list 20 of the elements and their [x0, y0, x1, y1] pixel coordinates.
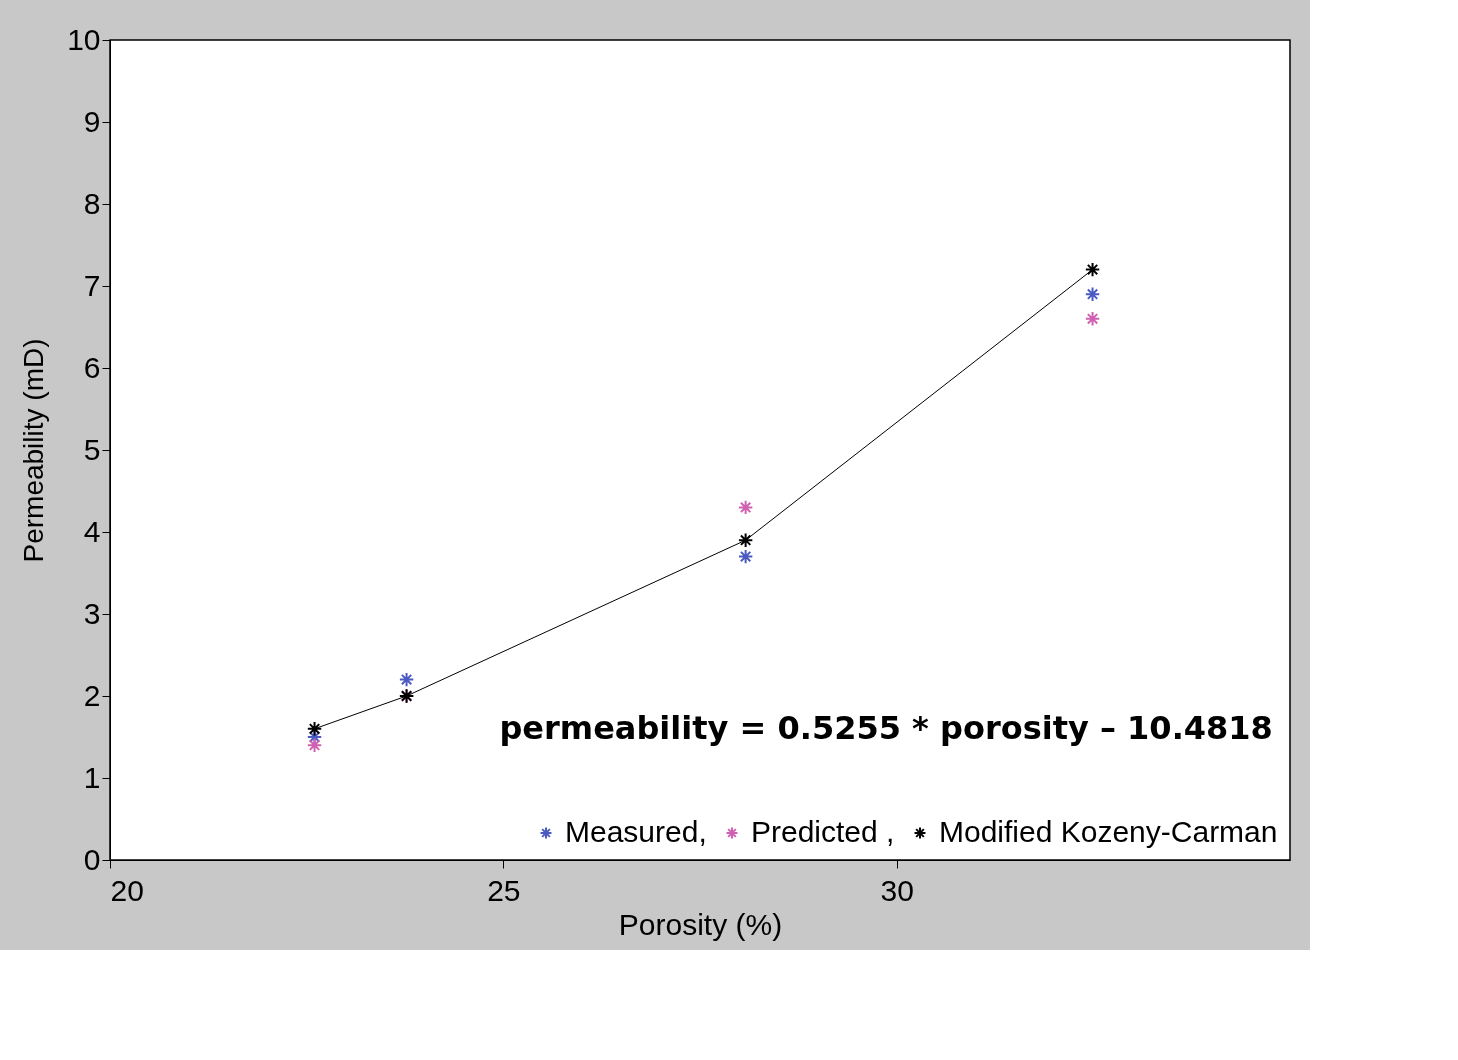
- y-axis-title: Permeability (mD): [18, 338, 50, 563]
- annotation: permeability = 0.5255 * porosity – 10.4818: [499, 708, 1273, 747]
- y-tick-label: 6: [83, 350, 101, 384]
- x-tick-label: 25: [487, 873, 521, 907]
- y-tick-label: 1: [83, 760, 101, 794]
- x-tick-label: 30: [880, 873, 914, 907]
- y-tick-label: 2: [83, 678, 101, 712]
- x-tick-label: 20: [110, 873, 144, 907]
- x-axis-title: Porosity (%): [618, 907, 783, 941]
- y-tick-label: 3: [83, 596, 101, 630]
- y-tick-label: 10: [67, 22, 101, 56]
- legend-label: Predicted ,: [751, 815, 895, 848]
- y-tick-label: 8: [83, 186, 101, 220]
- y-tick-label: 9: [83, 104, 101, 138]
- legend-label: Measured,: [565, 815, 707, 848]
- y-tick-label: 0: [83, 842, 101, 876]
- y-tick-label: 4: [83, 514, 101, 548]
- legend-label: Modified Kozeny-Carman: [939, 815, 1278, 848]
- y-tick-label: 5: [83, 432, 101, 466]
- y-tick-label: 7: [83, 268, 101, 302]
